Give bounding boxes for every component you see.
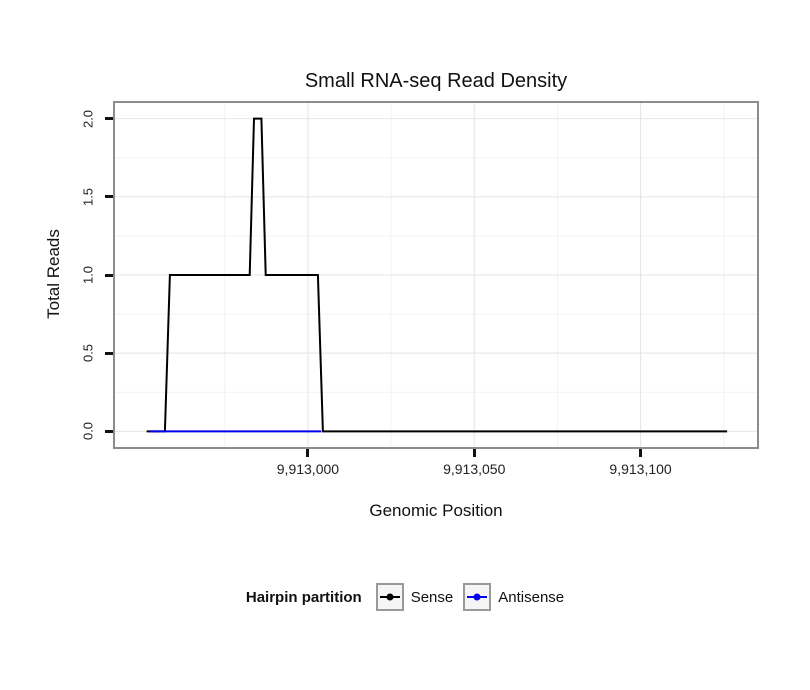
legend-item-antisense: Antisense <box>463 583 564 611</box>
legend-key-point-icon <box>386 593 394 601</box>
legend-title: Hairpin partition <box>245 588 362 606</box>
y-tick-label: 0.5 <box>80 344 96 363</box>
x-tick-mark <box>639 449 643 457</box>
y-tick-mark <box>105 195 113 199</box>
legend-key-swatch <box>375 583 404 611</box>
y-tick-label: 0.0 <box>80 422 96 441</box>
y-tick-mark <box>105 351 113 355</box>
legend: Hairpin partition Sense Antisense <box>0 580 810 614</box>
legend-label: Antisense <box>498 588 565 606</box>
y-tick-label: 1.5 <box>80 187 96 206</box>
y-tick-label: 2.0 <box>80 109 96 128</box>
legend-items: Sense Antisense <box>375 583 564 611</box>
x-tick-label: 9,913,050 <box>443 461 506 477</box>
y-tick-mark <box>105 117 113 121</box>
y-axis-title: Total Reads <box>44 229 63 319</box>
legend-label: Sense <box>410 588 454 606</box>
y-tick-label: 1.0 <box>80 265 96 285</box>
plot-canvas <box>115 103 757 447</box>
x-tick-label: 9,913,000 <box>276 461 340 477</box>
y-tick-mark <box>105 429 113 433</box>
legend-item-sense: Sense <box>375 583 454 611</box>
y-tick-mark <box>105 273 113 277</box>
plot-panel <box>113 101 759 449</box>
x-tick-mark <box>472 449 476 457</box>
x-tick-mark <box>306 449 310 457</box>
x-axis-title: Genomic Position <box>369 501 503 520</box>
series-line-sense <box>146 117 728 433</box>
x-tick-label: 9,913,100 <box>609 461 672 477</box>
legend-key-swatch <box>463 583 492 611</box>
legend-key-point-icon <box>473 593 481 601</box>
chart-title: Small RNA-seq Read Density <box>304 70 568 92</box>
